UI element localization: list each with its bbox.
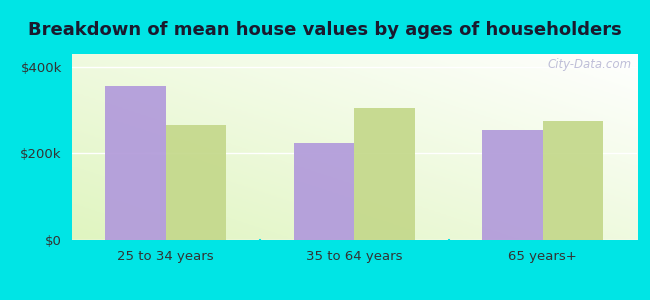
Text: City-Data.com: City-Data.com <box>547 58 631 71</box>
Bar <box>294 143 354 240</box>
Text: Breakdown of mean house values by ages of householders: Breakdown of mean house values by ages o… <box>28 21 622 39</box>
Bar <box>105 86 166 240</box>
Bar <box>354 108 415 240</box>
Bar <box>543 121 603 240</box>
Bar <box>482 130 543 240</box>
Bar <box>166 125 226 240</box>
